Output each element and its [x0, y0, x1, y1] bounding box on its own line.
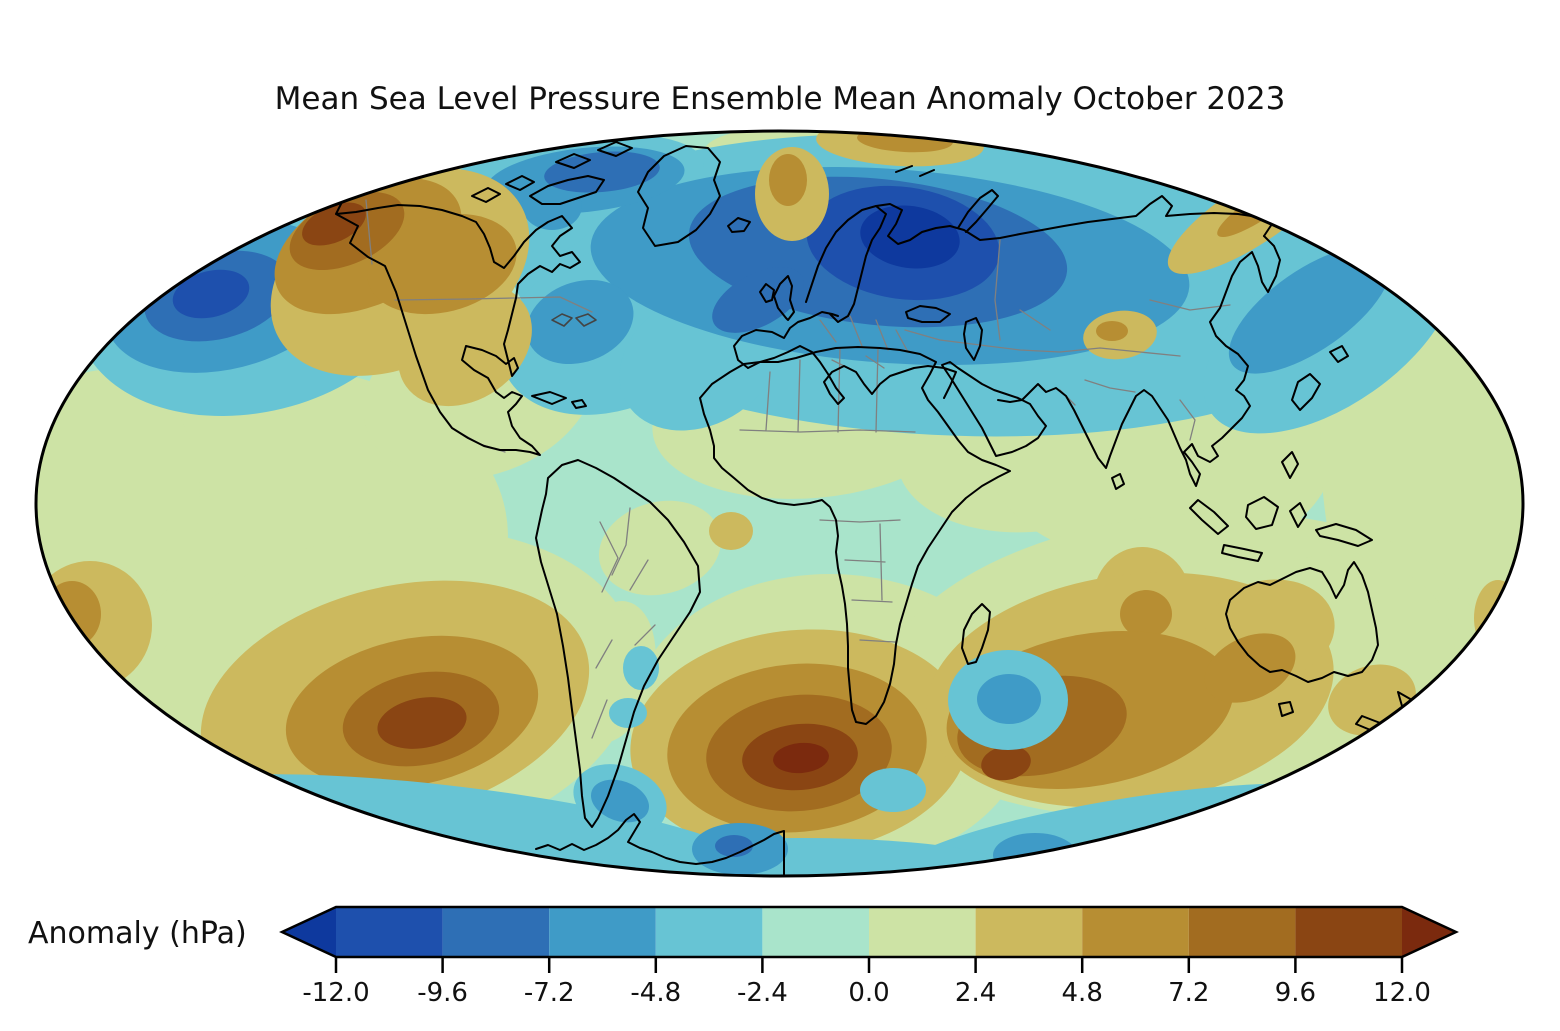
anomaly-region	[1096, 321, 1128, 341]
coastline-europe	[733, 311, 957, 405]
tick-label: -2.4	[737, 978, 788, 1008]
anomaly-region	[609, 698, 647, 728]
coastline-east-asia	[997, 235, 1281, 487]
tick-label: 9.6	[1275, 978, 1316, 1008]
anomaly-region	[1391, 760, 1489, 830]
tick-label: -9.6	[417, 978, 468, 1008]
anomaly-region	[172, 269, 250, 319]
coastline-russia-arctic	[875, 165, 1273, 245]
colorbar-segment	[442, 907, 550, 957]
colorbar-segment	[1082, 907, 1189, 957]
colorbar-segment	[762, 907, 869, 957]
colorbar-segment	[1295, 907, 1402, 957]
coastline-africa	[699, 346, 1011, 725]
tick-label: 2.4	[955, 978, 996, 1008]
anomaly-region	[715, 835, 753, 857]
colorbar-extend-left	[282, 907, 336, 957]
colorbar-segment	[336, 907, 443, 957]
great-lakes	[551, 313, 597, 327]
coastline-uk-ireland	[759, 275, 795, 321]
map-outline	[34, 129, 1525, 878]
coastline-sri-lanka	[1111, 473, 1125, 490]
tick-label: 7.2	[1168, 978, 1209, 1008]
anomaly-region	[278, 824, 332, 850]
anomaly-region	[367, 213, 517, 315]
anomaly-region	[993, 833, 1077, 876]
colorbar-segment	[975, 907, 1083, 957]
coastline-greenland	[637, 145, 721, 247]
anomaly-region	[977, 674, 1041, 724]
anomaly-region	[860, 205, 960, 269]
anomaly-region	[36, 370, 200, 620]
coastline-arctic-islands	[471, 141, 633, 205]
colorbar-segment	[549, 907, 656, 957]
coastlines	[292, 141, 1425, 876]
colorbar-ticks	[334, 957, 1404, 973]
anomaly-region	[590, 779, 650, 823]
anomaly-region	[981, 745, 1031, 781]
colorbar-segment	[1188, 907, 1296, 957]
anomaly-region	[623, 646, 659, 690]
tick-label: -4.8	[630, 978, 681, 1008]
colorbar-segment	[869, 907, 976, 957]
anomaly-region	[860, 768, 926, 812]
coastline-iceland	[727, 217, 751, 233]
tick-label: -7.2	[524, 978, 575, 1008]
coastline-caribbean-islands	[531, 391, 587, 409]
coastline-scandinavia	[805, 205, 887, 323]
anomaly-region	[398, 283, 532, 407]
colorbar-segment	[655, 907, 763, 957]
tick-label: 0.0	[848, 978, 889, 1008]
colorbar-extend-right	[1402, 907, 1456, 957]
coastline-australia	[1225, 561, 1379, 717]
anomaly-region	[773, 742, 829, 774]
coastline-japan-korea	[1291, 345, 1349, 411]
coastline-antarctica	[535, 813, 785, 876]
anomaly-region	[544, 151, 660, 193]
anomaly-region	[522, 182, 582, 230]
anomaly-region	[600, 838, 1000, 876]
anomaly-region	[1228, 246, 1392, 374]
coastline-arabia	[941, 361, 1047, 457]
tick-label: 4.8	[1062, 978, 1103, 1008]
figure-title: Mean Sea Level Pressure Ensemble Mean An…	[275, 81, 1286, 117]
coastline-south-america	[535, 459, 701, 828]
anomaly-region	[1204, 633, 1296, 703]
colorbar-tick-labels: -12.0 -9.6 -7.2 -4.8 -2.4 0.0 2.4 4.8 7.…	[302, 978, 1431, 1008]
anomaly-region	[709, 512, 753, 550]
coastline-madagascar	[961, 603, 991, 665]
colorbar-label: Anomaly (hPa)	[28, 916, 247, 951]
anomaly-region	[769, 154, 807, 206]
anomaly-region	[1424, 783, 1470, 817]
tick-label: -12.0	[302, 978, 369, 1008]
world-map	[34, 129, 1525, 878]
coastline-caspian-black-sea	[905, 305, 983, 361]
anomaly-field	[36, 131, 1523, 876]
anomaly-region	[1474, 580, 1522, 656]
anomaly-region	[1120, 590, 1172, 638]
coastline-se-asia-islands	[1189, 451, 1373, 562]
anomaly-region	[43, 581, 101, 647]
colorbar: Anomaly (hPa) -12.0 -9.6	[28, 905, 1459, 1008]
anomaly-region	[598, 500, 722, 596]
tick-label: 12.0	[1373, 978, 1431, 1008]
anomaly-region	[377, 697, 467, 749]
